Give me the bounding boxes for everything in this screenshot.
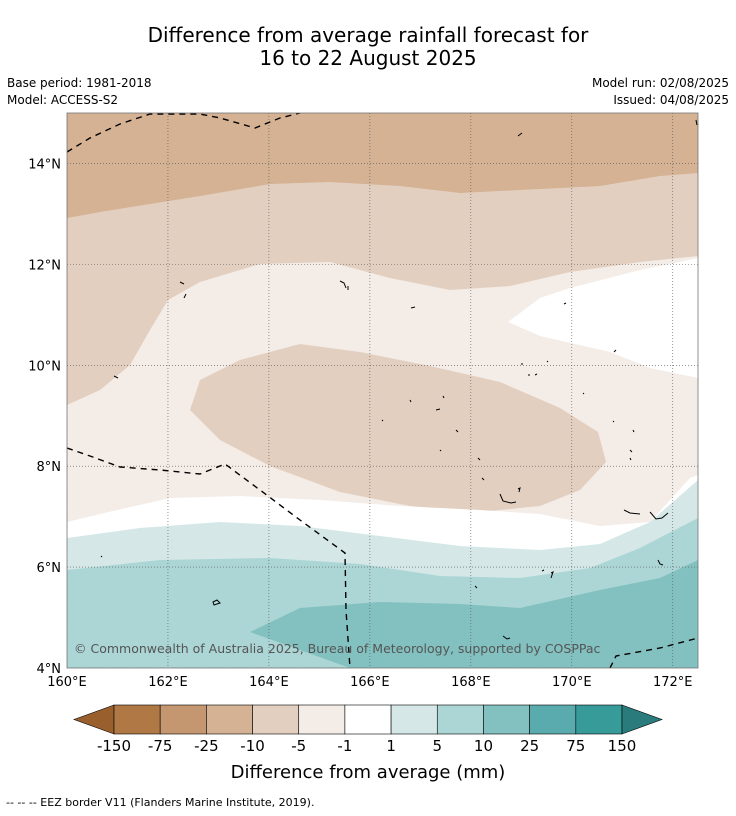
colorbar-bin	[344, 704, 392, 735]
model-text: Model: ACCESS-S2	[7, 93, 119, 107]
lat-tick-label: 6°N	[37, 561, 62, 576]
colorbar-tick-label: 75	[566, 737, 585, 755]
lon-tick-label: 160°E	[47, 675, 87, 690]
longitude-labels: 160°E 162°E 164°E 166°E 168°E 170°E 172°E	[47, 675, 692, 690]
colorbar-labels: -150 -75 -25 -10 -5 -1 1 5 10 25 75 150	[97, 737, 636, 755]
colorbar	[73, 704, 663, 735]
latitude-labels: 4°N 6°N 8°N 10°N 12°N 14°N	[28, 157, 61, 677]
colorbar-bin	[206, 704, 253, 735]
colorbar-bin	[436, 704, 484, 735]
band-minus-5-to-minus-10-central	[190, 344, 606, 512]
lat-tick-label: 4°N	[37, 662, 62, 677]
colorbar-tick-label: 10	[474, 737, 493, 755]
colorbar-extend-high	[621, 704, 663, 735]
colorbar-bin	[390, 704, 438, 735]
issued-text: Issued: 04/08/2025	[613, 93, 729, 107]
base-period-text: Base period: 1981-2018	[7, 76, 152, 90]
colorbar-tick-label: 1	[386, 737, 396, 755]
colorbar-tick-label: 150	[608, 737, 637, 755]
colorbar-bin	[252, 704, 300, 735]
colorbar-bin	[575, 704, 623, 735]
title-line-2: 16 to 22 August 2025	[259, 46, 477, 70]
lon-tick-label: 162°E	[148, 675, 188, 690]
colorbar-tick-label: -10	[240, 737, 265, 755]
lon-tick-label: 170°E	[552, 675, 592, 690]
model-run-text: Model run: 02/08/2025	[591, 76, 729, 90]
colorbar-tick-label: -150	[97, 737, 131, 755]
band-10-to-25	[250, 560, 698, 668]
colorbar-tick-label: 25	[520, 737, 539, 755]
lat-tick-label: 8°N	[37, 460, 62, 475]
colorbar-title: Difference from average (mm)	[231, 762, 506, 783]
colorbar-bin	[159, 704, 207, 735]
lat-tick-label: 10°N	[28, 359, 61, 374]
lat-tick-label: 12°N	[28, 258, 61, 273]
title-line-1: Difference from average rainfall forecas…	[147, 23, 589, 47]
colorbar-tick-label: -1	[337, 737, 352, 755]
map-frame	[66, 112, 699, 669]
colorbar-bin	[113, 704, 161, 735]
colorbar-bin	[529, 704, 577, 735]
eez-borders	[67, 113, 698, 668]
colorbar-bin	[298, 704, 346, 735]
lon-tick-label: 172°E	[653, 675, 693, 690]
map-grid	[67, 113, 698, 668]
lon-tick-label: 168°E	[451, 675, 491, 690]
lon-tick-label: 164°E	[249, 675, 289, 690]
colorbar-tick-label: 5	[432, 737, 442, 755]
band-near-zero-east	[508, 258, 698, 378]
band-minus-10-to-minus-25-north	[67, 113, 698, 218]
colorbar-extend-low	[73, 704, 115, 735]
copyright-text: © Commonwealth of Australia 2025, Bureau…	[74, 641, 600, 656]
atoll-outlines	[100, 119, 698, 640]
colorbar-tick-label: -5	[291, 737, 306, 755]
colorbar-tick-label: -25	[194, 737, 219, 755]
colorbar-tick-label: -75	[148, 737, 173, 755]
colorbar-bin	[483, 704, 530, 735]
lon-tick-label: 166°E	[350, 675, 390, 690]
eez-legend: -- -- -- EEZ border V11 (Flanders Marine…	[6, 796, 315, 809]
lat-tick-label: 14°N	[28, 157, 61, 172]
